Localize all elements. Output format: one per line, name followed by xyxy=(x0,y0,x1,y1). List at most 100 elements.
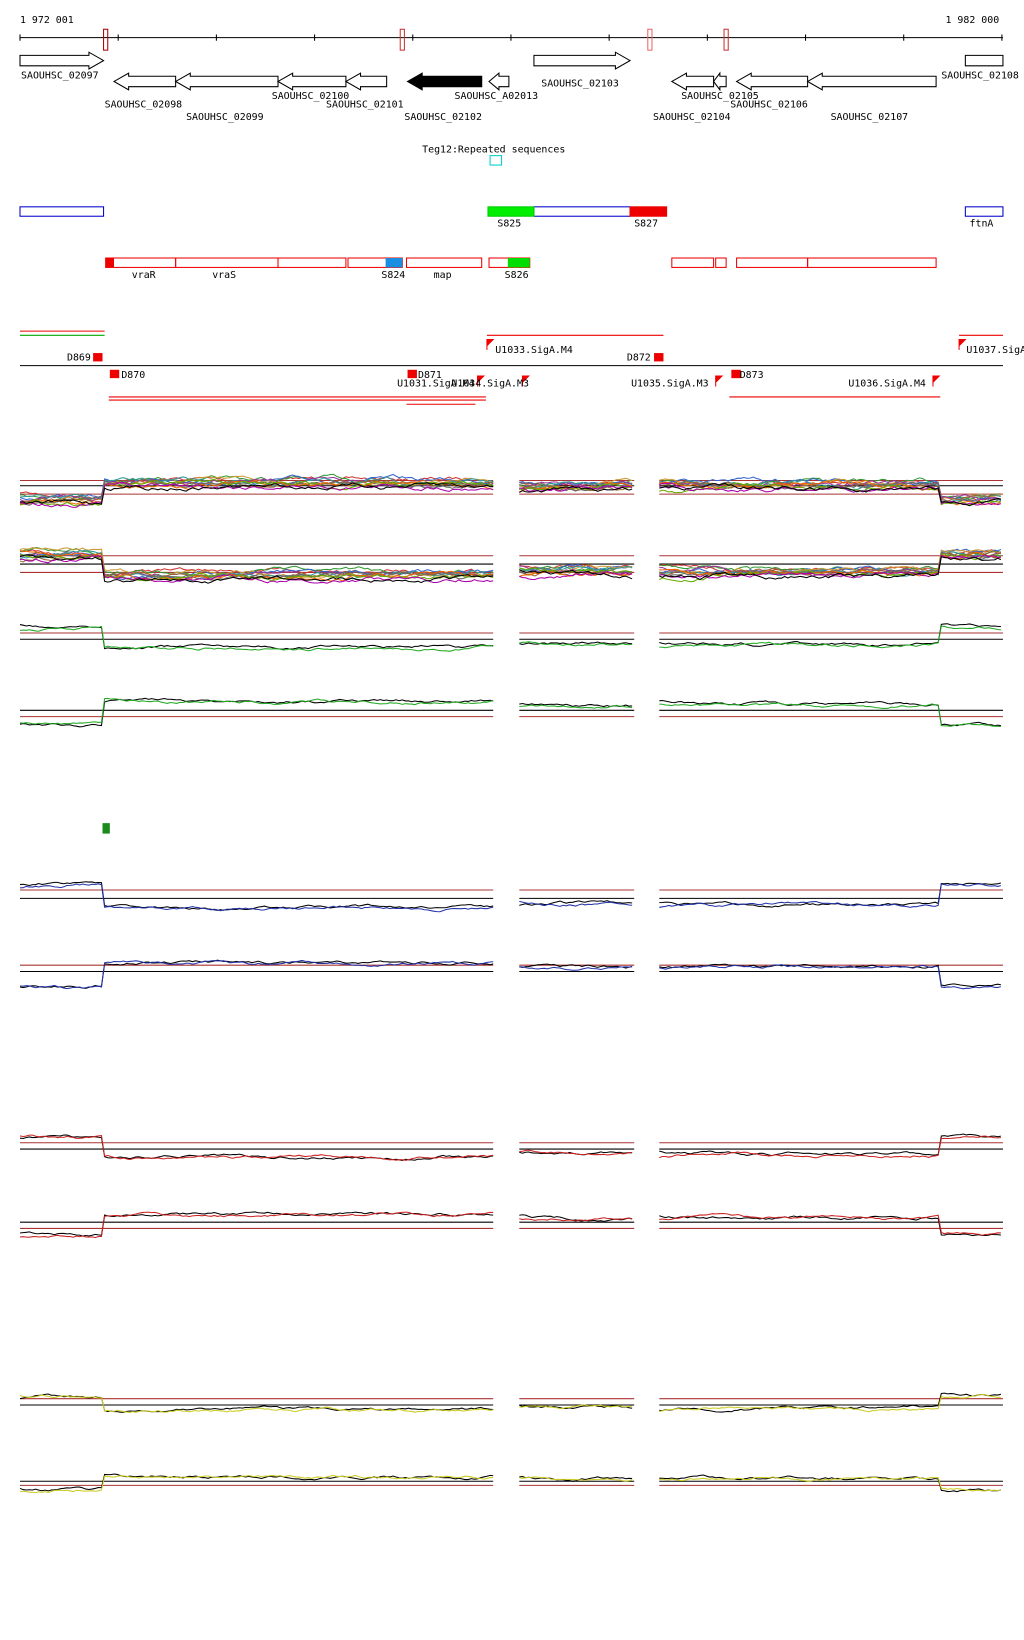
signal-trace xyxy=(519,486,633,492)
feature-box xyxy=(671,257,715,268)
signal-trace xyxy=(19,697,494,728)
signal-trace xyxy=(519,641,633,647)
feature-box xyxy=(19,206,105,217)
signal-trace xyxy=(659,1215,1001,1237)
gene-label: SAOUHSC_02105 xyxy=(681,91,759,102)
signal-trace xyxy=(519,704,633,709)
signal-trace xyxy=(519,482,633,492)
gene-arrow xyxy=(344,72,388,91)
feature-box xyxy=(507,258,530,268)
feature-box xyxy=(964,206,1004,217)
signal-trace xyxy=(659,883,1002,908)
signal-trace xyxy=(19,481,494,508)
promoter-flag xyxy=(477,375,486,387)
feature-label: vraS xyxy=(212,270,236,281)
gene-label: SAOUHSC_02108 xyxy=(941,70,1019,81)
gene-arrow xyxy=(670,72,715,91)
ruler-marker xyxy=(103,28,109,51)
signal-trace xyxy=(19,1134,494,1161)
signal-trace xyxy=(519,485,633,493)
feature-box xyxy=(105,257,177,268)
gene-label: SAOUHSC_02104 xyxy=(653,112,731,123)
promoter-label: U1036.SigA.M4 xyxy=(848,378,926,389)
signal-trace xyxy=(19,555,494,584)
signal-trace xyxy=(519,565,633,571)
signal-trace xyxy=(659,482,1001,507)
signal-trace xyxy=(659,623,1001,647)
ruler-marker xyxy=(723,28,729,51)
feature-label: S825 xyxy=(497,219,521,230)
promoter-flag xyxy=(521,375,530,387)
promoter-label: U1031.SigA.M4 xyxy=(397,378,475,389)
signal-trace xyxy=(659,964,1002,990)
signal-trace xyxy=(519,569,633,580)
promoter-label: U1034.SigA.M3 xyxy=(451,378,529,389)
feature-label: S827 xyxy=(634,219,658,230)
promoter-label: U1033.SigA.M4 xyxy=(495,345,573,356)
signal-trace xyxy=(19,1211,494,1237)
feature-box xyxy=(487,206,535,217)
gene-label: SAOUHSC_02102 xyxy=(404,112,482,123)
signal-trace xyxy=(659,1133,1001,1157)
gene-label: SAOUHSC_02103 xyxy=(541,79,619,90)
signal-trace xyxy=(659,1212,1001,1236)
signal-trace xyxy=(659,1392,1001,1413)
promoter-flag xyxy=(932,375,941,387)
signal-trace xyxy=(19,1394,494,1414)
signal-trace xyxy=(19,625,494,652)
feature-label: map xyxy=(434,270,452,281)
signal-trace xyxy=(519,1476,633,1482)
promoter-flag xyxy=(958,338,967,350)
signal-trace xyxy=(19,624,494,650)
ruler-marker xyxy=(647,28,653,51)
promoter-box xyxy=(93,353,103,362)
promoter-label: D872 xyxy=(627,352,651,363)
promoter-flag xyxy=(715,375,724,387)
gene-label: SAOUHSC_02106 xyxy=(730,100,808,111)
repeat-label: Teg12:Repeated sequences xyxy=(422,145,565,156)
signal-trace xyxy=(519,571,633,581)
signal-trace xyxy=(659,702,1001,728)
signal-trace xyxy=(19,883,494,913)
gene-label: SAOUHSC_02100 xyxy=(272,91,350,102)
signal-trace xyxy=(519,1217,633,1222)
promoter-label: D869 xyxy=(67,352,91,363)
signal-trace xyxy=(659,1476,1001,1492)
repeat-box xyxy=(489,155,503,166)
signal-trace xyxy=(659,479,1001,501)
signal-trace xyxy=(519,963,633,969)
feature-box xyxy=(736,257,809,268)
signal-trace xyxy=(19,881,494,911)
signal-trace xyxy=(19,1211,494,1239)
ruler-end: 1 982 000 xyxy=(946,15,1000,26)
gene-arrow xyxy=(19,51,105,70)
gene-label: SAOUHSC_02099 xyxy=(186,112,264,123)
signal-trace xyxy=(519,900,633,907)
promoter-label: U1035.SigA.M3 xyxy=(631,378,709,389)
signal-trace xyxy=(659,1393,1001,1413)
promoter-flag xyxy=(486,338,495,350)
feature-box xyxy=(629,206,668,217)
gene-arrow xyxy=(112,72,177,91)
feature-label: vraR xyxy=(132,270,156,281)
promoter-label: D871 xyxy=(418,370,442,381)
gene-arrow xyxy=(712,71,727,92)
signal-trace xyxy=(19,1134,494,1161)
signal-trace xyxy=(19,1474,494,1494)
promoter-box xyxy=(654,353,664,362)
promoter-label: U1037.SigA xyxy=(966,345,1024,356)
signal-trace xyxy=(519,567,633,574)
gene-arrow xyxy=(406,72,483,91)
gene-label: SAOUHSC_02098 xyxy=(105,100,183,111)
feature-box xyxy=(807,257,937,268)
promoter-label: D873 xyxy=(740,370,764,381)
gene-label: SAOUHSC_02097 xyxy=(21,70,99,81)
signal-trace xyxy=(19,959,494,990)
signal-trace xyxy=(19,480,494,506)
gene-arrow xyxy=(488,71,510,91)
feature-box xyxy=(405,257,483,268)
signal-trace xyxy=(659,554,1001,579)
gene-label: SAOUHSC_02107 xyxy=(831,112,909,123)
signal-trace xyxy=(659,963,1001,988)
feature-box xyxy=(533,206,631,217)
